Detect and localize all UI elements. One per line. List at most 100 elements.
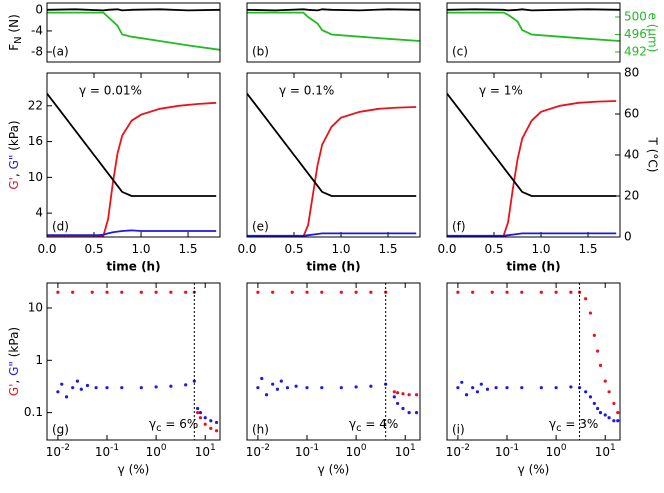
label-part: c: [356, 423, 362, 434]
x-tick-label: 10-2: [246, 443, 270, 459]
label-part: γ: [149, 417, 156, 431]
point: [184, 290, 188, 294]
point: [584, 390, 588, 394]
x-tick-exponent: -1: [310, 443, 319, 453]
point: [120, 290, 124, 294]
series-line: [247, 92, 417, 197]
x-tick-label: 0.0: [237, 242, 256, 256]
y-tick-label: -4: [31, 23, 43, 37]
point: [494, 386, 498, 390]
panel-label: (d): [52, 220, 69, 234]
point: [60, 382, 64, 386]
panel: 10-2 10-1 100 101(h) γc = 4%γ (%): [246, 282, 421, 477]
x-tick-text: 1.0: [131, 242, 150, 256]
x-tick-label: 0.5: [84, 242, 103, 256]
point: [456, 290, 460, 294]
label-part: F: [7, 44, 21, 51]
point: [603, 413, 607, 417]
x-axis-label: time (h): [506, 260, 560, 274]
panel-label: (a): [52, 45, 69, 59]
point: [339, 290, 343, 294]
point: [196, 406, 200, 411]
x-tick-label: 1.5: [578, 242, 597, 256]
y2-tick-label: 20: [624, 189, 639, 203]
x-tick-label: 0.5: [284, 242, 303, 256]
y2-tick-label: 0: [624, 230, 632, 244]
x-tick-label: 10-1: [295, 443, 319, 459]
x-tick-text: 10: [446, 445, 461, 459]
critical-strain-label: γc = 4%: [349, 417, 398, 435]
point: [598, 411, 603, 415]
point: [105, 386, 109, 390]
x-tick-label: 1.5: [378, 242, 397, 256]
x-tick-exponent: 1: [210, 443, 216, 453]
x-tick-label: 10-1: [495, 443, 519, 459]
panel-label: (b): [252, 45, 269, 59]
point: [554, 386, 558, 390]
point: [271, 290, 275, 294]
point: [490, 290, 494, 294]
point: [209, 419, 213, 423]
point: [479, 382, 483, 386]
point: [396, 391, 400, 395]
x-tick-label: 0.0: [437, 242, 456, 256]
series-line: [247, 8, 420, 12]
point: [56, 390, 60, 394]
plot-frame: [446, 72, 621, 238]
point: [203, 416, 207, 420]
point: [305, 386, 309, 390]
point: [369, 290, 373, 294]
point: [71, 290, 75, 294]
point: [475, 390, 480, 394]
point: [554, 290, 558, 294]
y-axis-label: G', G" (kPa): [7, 327, 21, 396]
point: [592, 401, 596, 406]
point: [184, 383, 188, 387]
label-part: G": [7, 155, 21, 170]
y2-tick-label: 492: [624, 44, 647, 58]
label-part: G": [7, 361, 21, 376]
label-part: c: [156, 423, 162, 434]
x-tick-label: 1.0: [331, 242, 350, 256]
x-tick-text: 10: [595, 445, 610, 459]
critical-strain-label: γc = 6%: [149, 417, 198, 435]
point: [290, 290, 294, 294]
x-tick-label: 100: [346, 443, 367, 459]
series-line: [47, 101, 217, 237]
label-part: = 3%: [562, 417, 599, 431]
panel-label: (e): [252, 220, 269, 234]
x-tick-label: 1.0: [531, 242, 550, 256]
point: [294, 384, 298, 388]
label-part: G': [7, 177, 21, 190]
x-tick-text: 10: [195, 445, 210, 459]
series-line: [447, 232, 617, 237]
x-tick-label: 10-1: [95, 443, 119, 459]
x-tick-label: 100: [546, 443, 567, 459]
point: [401, 406, 405, 411]
point: [196, 411, 200, 415]
series-line: [247, 106, 417, 237]
point: [584, 297, 588, 301]
panel: 0.0 0.5 1.0 1.5 (e) γ = 0.1% time (h): [237, 72, 421, 274]
plot-frame: [446, 282, 621, 441]
point: [596, 349, 600, 353]
x-tick-text: 10: [495, 445, 510, 459]
point: [75, 379, 80, 383]
point: [607, 416, 611, 420]
label-part: = 4%: [362, 417, 399, 431]
y-tick-label: 16: [28, 134, 43, 148]
point: [456, 386, 460, 390]
point: [339, 386, 343, 390]
panel-label: (h): [252, 423, 269, 437]
panel: 0.0 0.5 1.0 1.5 0 20 40 60 80 (f) γ = 1% time (h) T …: [437, 66, 659, 274]
x-tick-text: 0.0: [437, 242, 456, 256]
point: [485, 387, 490, 391]
point: [401, 392, 405, 396]
point: [154, 385, 158, 389]
label-part: ,: [7, 376, 21, 384]
x-tick-exponent: 1: [410, 443, 416, 453]
point: [471, 386, 475, 390]
y-axis-label: FN (N): [7, 14, 25, 51]
x-tick-label: 0.0: [37, 242, 56, 256]
